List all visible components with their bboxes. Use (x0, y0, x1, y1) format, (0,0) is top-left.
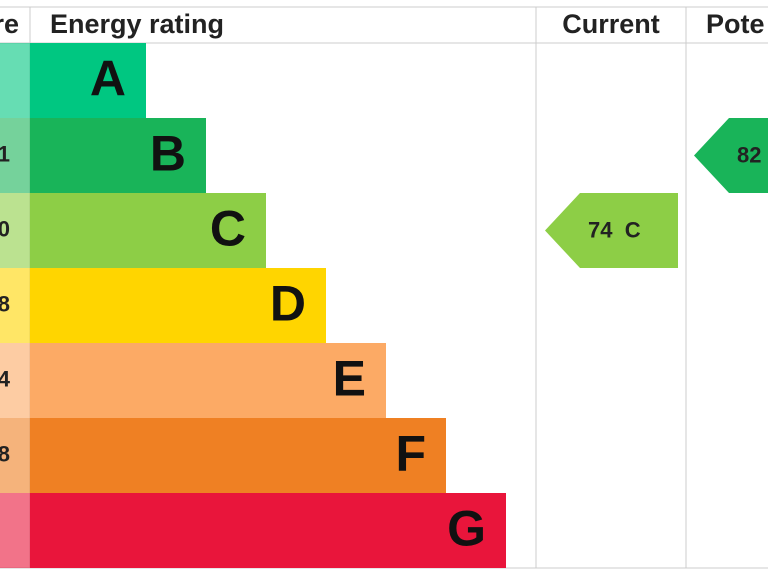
band-bar (30, 118, 206, 193)
rating-header: Energy rating (50, 9, 224, 39)
band-bar (30, 193, 266, 268)
score-strip (0, 118, 30, 193)
band-bar (30, 268, 326, 343)
current-header: Current (562, 9, 660, 39)
band-letter: D (270, 276, 306, 332)
band-bar (30, 493, 506, 568)
band-letter: A (90, 51, 126, 107)
score-strip (0, 43, 30, 118)
potential-arrow (694, 118, 768, 193)
band-letter: B (150, 126, 186, 182)
score-header: re (0, 9, 19, 39)
current-label: 74 C (588, 217, 641, 242)
potential-header: Pote (706, 9, 765, 39)
score-strip (0, 343, 30, 418)
score-strip (0, 418, 30, 493)
score-strip (0, 193, 30, 268)
band-score: 0 (0, 216, 10, 241)
potential-label: 82 (737, 142, 761, 167)
band-letter: G (447, 501, 486, 557)
band-letter: F (395, 426, 426, 482)
band-score: 8 (0, 441, 10, 466)
band-score: 8 (0, 291, 10, 316)
band-bar (30, 343, 386, 418)
band-bar (30, 43, 146, 118)
band-score: 1 (0, 141, 10, 166)
score-strip (0, 493, 30, 568)
score-strip (0, 268, 30, 343)
band-letter: E (333, 351, 366, 407)
band-bar (30, 418, 446, 493)
band-score: 4 (0, 366, 11, 391)
band-letter: C (210, 201, 246, 257)
current-arrow (545, 193, 678, 268)
